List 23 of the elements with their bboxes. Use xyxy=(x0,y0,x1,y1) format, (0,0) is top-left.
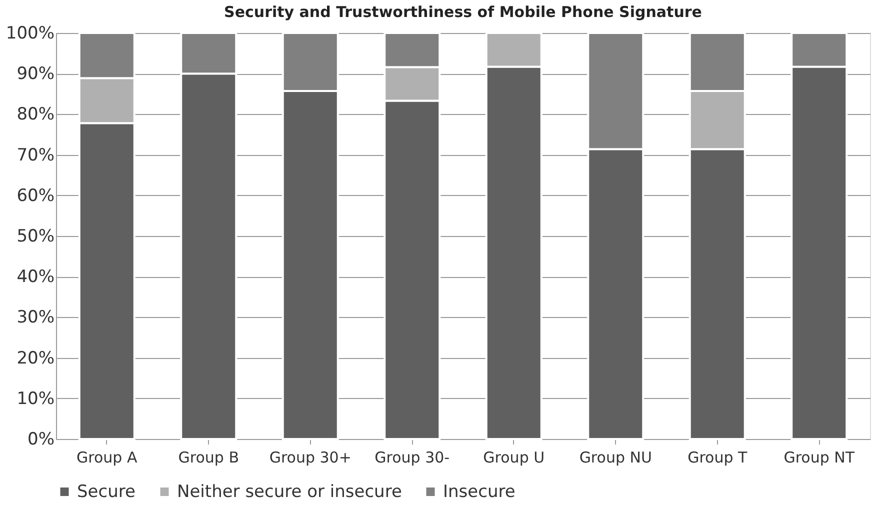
y-tick-label: 50% xyxy=(16,226,54,246)
legend-label: Insecure xyxy=(443,482,516,502)
y-tick-label: 0% xyxy=(28,430,54,450)
x-tick-label: Group A xyxy=(76,448,138,466)
y-tick-label: 100% xyxy=(6,24,54,44)
y-tick-label: 10% xyxy=(16,388,54,409)
x-tick-label: Group T xyxy=(688,448,748,466)
y-tick-label: 30% xyxy=(16,308,54,328)
y-tick-label: 70% xyxy=(16,145,54,166)
y-tick-label: 90% xyxy=(16,64,54,84)
x-tick-label: Group U xyxy=(483,448,545,466)
legend-label: Secure xyxy=(77,482,136,502)
legend-label: Neither secure or insecure xyxy=(177,482,402,502)
x-tick-label: Group B xyxy=(178,448,239,466)
y-tick-label: 20% xyxy=(16,348,54,368)
y-tick-label: 60% xyxy=(16,186,54,206)
y-tick-label: 40% xyxy=(16,267,54,288)
x-tick-label: Group NU xyxy=(579,448,652,466)
x-tick-label: Group NT xyxy=(784,448,856,466)
y-tick-label: 80% xyxy=(16,104,54,125)
x-tick-label: Group 30- xyxy=(374,448,450,466)
chart-title: Security and Trustworthiness of Mobile Phone Signature xyxy=(224,3,702,21)
x-tick-label: Group 30+ xyxy=(269,448,352,466)
